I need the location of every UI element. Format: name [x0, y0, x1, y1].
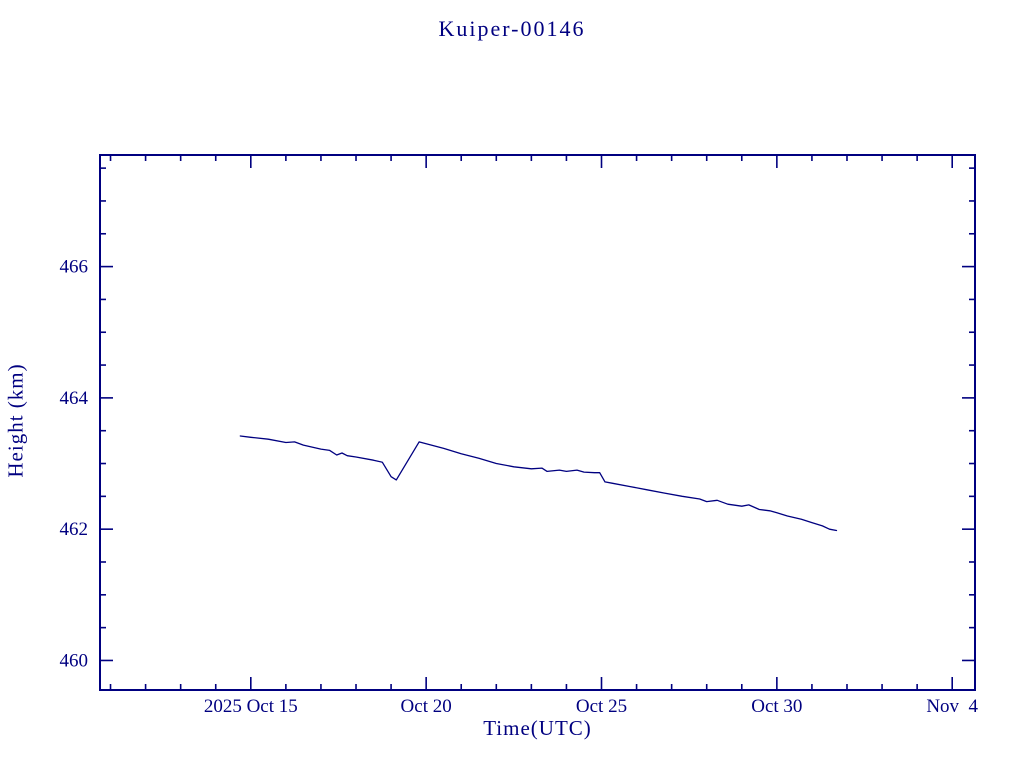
svg-text:462: 462 — [60, 519, 89, 540]
plot-frame — [99, 154, 976, 691]
x-tick-labels: 2025 Oct 15 Oct 20 Oct 25 Oct 30 Nov 4 — [204, 696, 979, 717]
y-ticks — [100, 167, 975, 662]
y-axis-label: Height (km) — [3, 363, 28, 478]
svg-text:Oct 20: Oct 20 — [401, 696, 452, 717]
svg-text:Oct 25: Oct 25 — [576, 696, 627, 717]
svg-text:2025 Oct 15: 2025 Oct 15 — [204, 696, 298, 717]
y-tick-labels: 460 462 464 466 — [60, 257, 89, 672]
svg-text:464: 464 — [60, 388, 89, 409]
svg-text:460: 460 — [60, 650, 89, 671]
data-line — [239, 435, 838, 532]
x-axis-label: Time(UTC) — [483, 716, 592, 740]
svg-text:466: 466 — [60, 257, 89, 278]
svg-text:Oct 30: Oct 30 — [751, 696, 802, 717]
chart-title: Kuiper-00146 — [438, 16, 586, 41]
svg-text:Nov 4: Nov 4 — [926, 696, 978, 717]
x-ticks — [109, 155, 954, 690]
